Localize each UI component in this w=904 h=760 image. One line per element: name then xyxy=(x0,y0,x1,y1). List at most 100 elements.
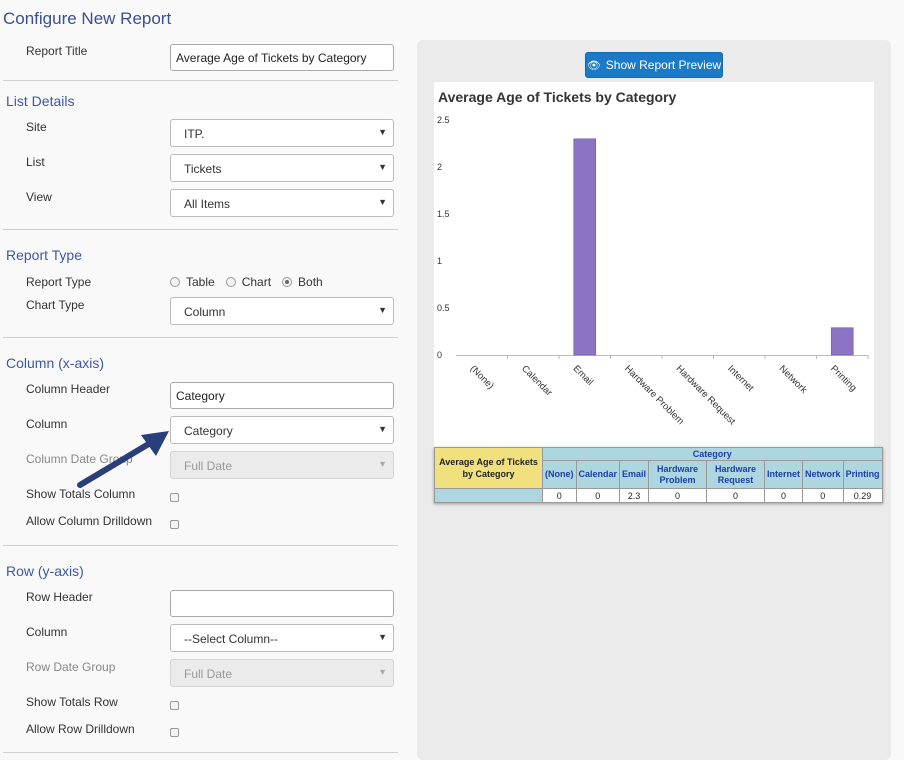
row-drilldown-label: Allow Row Drilldown xyxy=(26,722,135,736)
table-column-header: (None) xyxy=(542,460,577,489)
show-totals-column-label: Show Totals Column xyxy=(26,487,136,501)
column-select[interactable]: Category ▼ xyxy=(170,416,394,444)
list-select[interactable]: Tickets ▼ xyxy=(170,154,394,182)
divider xyxy=(3,337,398,338)
radio-chart-label[interactable]: Chart xyxy=(241,275,272,289)
chevron-down-icon: ▼ xyxy=(378,424,387,434)
x-tick-label: (None) xyxy=(468,363,496,391)
list-details-title: List Details xyxy=(6,93,75,109)
show-report-preview-button[interactable]: 👁 Show Report Preview xyxy=(585,52,723,78)
y-tick-label: 1.5 xyxy=(437,209,450,219)
column-date-group-value: Full Date xyxy=(184,459,233,473)
x-tick-label: Email xyxy=(571,363,596,388)
list-label: List xyxy=(26,155,45,169)
show-totals-column-checkbox[interactable] xyxy=(170,493,179,502)
annotation-arrow-icon xyxy=(77,431,169,488)
table-column-header: Hardware Problem xyxy=(648,460,708,489)
table-cell: 0 xyxy=(802,488,844,503)
y-tick-label: 2.5 xyxy=(437,115,450,125)
site-label: Site xyxy=(26,120,47,134)
site-select[interactable]: ITP. ▼ xyxy=(170,119,394,147)
chart-type-select[interactable]: Column ▼ xyxy=(170,297,394,325)
x-tick-label: Printing xyxy=(828,363,859,394)
column-date-group-select[interactable]: Full Date ▼ xyxy=(170,451,394,479)
column-label: Column xyxy=(26,417,68,431)
table-cell: 0 xyxy=(542,488,577,503)
table-cell: 0 xyxy=(764,488,804,503)
chevron-down-icon: ▼ xyxy=(378,162,387,172)
column-drilldown-label: Allow Column Drilldown xyxy=(26,514,153,528)
column-date-group-label: Column Date Group xyxy=(26,452,133,466)
radio-table-label[interactable]: Table xyxy=(186,275,215,289)
table-column-header-row: (None) Calendar Email Hardware Problem Hardw… xyxy=(435,460,883,489)
table-cell: 0.29 xyxy=(842,488,883,503)
report-title-input[interactable] xyxy=(170,44,394,71)
chart-card xyxy=(434,82,874,447)
chevron-down-icon: ▼ xyxy=(378,632,387,642)
radio-chart[interactable] xyxy=(225,277,236,287)
chevron-down-icon: ▼ xyxy=(378,459,387,469)
y-tick-label: 0.5 xyxy=(437,303,450,313)
chevron-down-icon: ▼ xyxy=(378,197,387,207)
row-column-select-value: --Select Column-- xyxy=(184,632,279,646)
table-column-header: Email xyxy=(619,460,650,489)
row-header-label: Row Header xyxy=(26,590,93,604)
table-cell: 2.3 xyxy=(619,488,650,503)
chevron-down-icon: ▼ xyxy=(378,305,387,315)
page-title: Configure New Report xyxy=(3,9,172,28)
site-select-value: ITP. xyxy=(184,127,205,141)
y-tick-label: 2 xyxy=(437,162,442,172)
row-date-group-select[interactable]: Full Date ▼ xyxy=(170,659,394,687)
row-column-select[interactable]: --Select Column-- ▼ xyxy=(170,624,394,652)
chart-type-label: Chart Type xyxy=(26,298,85,312)
radio-both-label[interactable]: Both xyxy=(298,275,323,289)
report-type-radio-group: Table Chart Both xyxy=(170,274,334,290)
radio-both[interactable] xyxy=(282,277,293,287)
radio-table[interactable] xyxy=(170,277,180,287)
row-date-group-label: Row Date Group xyxy=(26,660,116,674)
row-date-group-value: Full Date xyxy=(184,667,233,681)
report-title-label: Report Title xyxy=(26,44,88,58)
table-cell: 0 xyxy=(706,488,766,503)
row-column-label: Column xyxy=(26,625,68,639)
show-totals-row-label: Show Totals Row xyxy=(26,695,118,709)
show-totals-row-checkbox[interactable] xyxy=(170,701,179,710)
column-header-input[interactable] xyxy=(170,382,394,409)
report-data-table: Average Age of Tickets by Category Categ… xyxy=(434,447,883,503)
chevron-down-icon: ▼ xyxy=(378,667,387,677)
divider xyxy=(3,80,398,81)
x-tick-label: Network xyxy=(777,363,810,396)
table-cell: 0 xyxy=(648,488,708,503)
table-row-header xyxy=(434,488,543,503)
view-label: View xyxy=(26,190,52,204)
column-select-value: Category xyxy=(184,424,233,438)
row-axis-title: Row (y-axis) xyxy=(6,563,84,579)
table-column-header: Internet xyxy=(764,460,804,489)
chart-title: Average Age of Tickets by Category xyxy=(438,89,677,105)
divider xyxy=(3,229,398,230)
table-category-header: Category xyxy=(542,447,883,461)
chart-type-select-value: Column xyxy=(184,305,226,319)
list-select-value: Tickets xyxy=(184,162,222,176)
row-header-input[interactable] xyxy=(170,590,394,617)
report-type-title: Report Type xyxy=(6,247,83,263)
view-select[interactable]: All Items ▼ xyxy=(170,189,394,217)
chart-bar[interactable] xyxy=(573,138,597,356)
table-column-header: Network xyxy=(802,460,844,489)
table-column-header: Calendar xyxy=(575,460,621,489)
chart-bar[interactable] xyxy=(830,327,854,356)
chevron-down-icon: ▼ xyxy=(378,127,387,137)
table-corner-header: Average Age of Tickets by Category xyxy=(434,447,543,489)
x-tick-label: Internet xyxy=(725,363,756,394)
show-report-preview-label: Show Report Preview xyxy=(605,58,722,72)
divider xyxy=(3,752,398,753)
y-tick-label: 0 xyxy=(437,350,442,360)
column-chart: 00.511.522.5(None) Calendar Email Hardware … xyxy=(437,115,869,427)
row-drilldown-checkbox[interactable] xyxy=(170,728,179,737)
column-drilldown-checkbox[interactable] xyxy=(170,520,179,529)
column-header-label: Column Header xyxy=(26,382,111,396)
table-cell: 0 xyxy=(575,488,621,503)
eye-icon: 👁 xyxy=(586,59,601,72)
table-column-header: Printing xyxy=(842,460,883,489)
divider xyxy=(3,545,398,546)
